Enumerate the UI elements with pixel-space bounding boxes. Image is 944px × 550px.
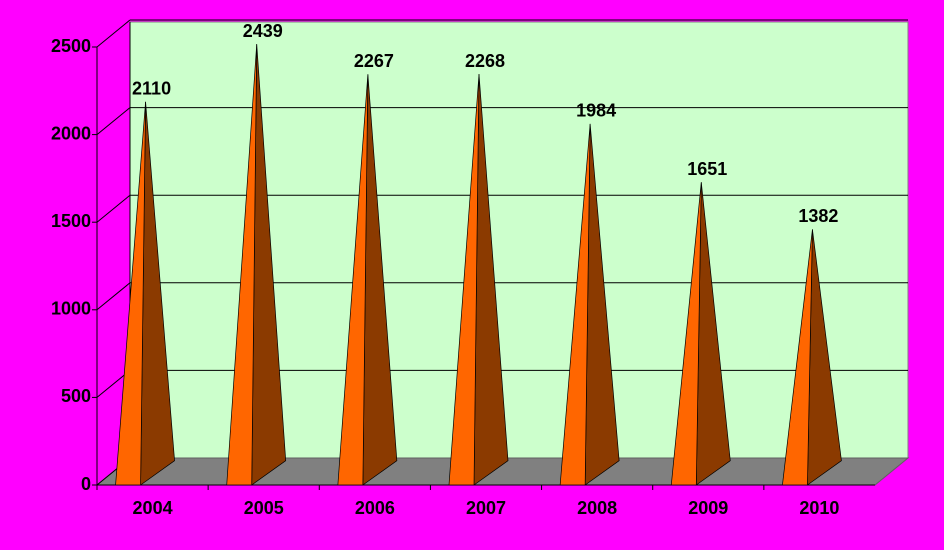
bar xyxy=(448,74,480,486)
data-label: 1984 xyxy=(576,101,616,121)
x-tick-label: 2007 xyxy=(466,498,506,518)
y-tick-label: 1000 xyxy=(51,299,91,319)
bar xyxy=(559,123,591,486)
tick-diagonal xyxy=(96,107,131,135)
data-label: 2267 xyxy=(354,51,394,71)
tick-diagonal xyxy=(96,282,131,311)
y-tick-label: 500 xyxy=(61,386,91,406)
tick-diagonal xyxy=(96,19,131,48)
bar xyxy=(670,182,702,486)
data-label: 1651 xyxy=(687,159,727,179)
x-tick-label: 2005 xyxy=(244,498,284,518)
y-tick-label: 2500 xyxy=(51,36,91,56)
bar xyxy=(337,74,369,486)
x-tick-label: 2008 xyxy=(577,498,617,518)
data-label: 2268 xyxy=(465,51,505,71)
data-label: 1382 xyxy=(798,206,838,226)
data-label: 2110 xyxy=(132,79,171,99)
x-tick-label: 2010 xyxy=(799,498,839,518)
y-tick-label: 1500 xyxy=(51,211,91,231)
tick-diagonal xyxy=(96,194,131,223)
y-tick-label: 2000 xyxy=(51,123,91,143)
x-tick-label: 2004 xyxy=(133,498,173,518)
x-tick-label: 2006 xyxy=(355,498,395,518)
x-tick-label: 2009 xyxy=(688,498,728,518)
bar xyxy=(115,101,146,486)
bar xyxy=(782,229,813,486)
y-tick-label: 0 xyxy=(81,474,91,494)
data-label: 2439 xyxy=(243,21,283,41)
bar xyxy=(226,44,258,486)
